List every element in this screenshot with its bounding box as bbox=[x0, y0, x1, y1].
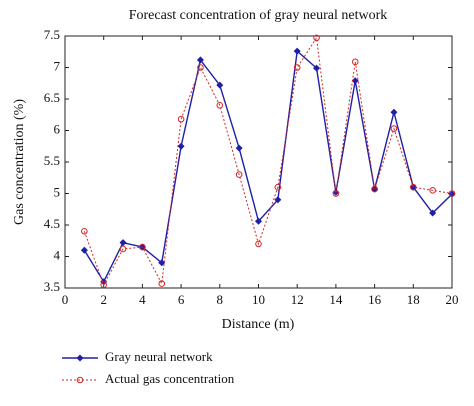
x-tick-label: 10 bbox=[252, 292, 265, 307]
y-tick-label: 4 bbox=[54, 247, 61, 262]
data-point bbox=[197, 64, 204, 71]
data-point bbox=[177, 115, 185, 123]
data-point bbox=[293, 64, 301, 71]
data-point bbox=[351, 58, 359, 66]
y-tick-label: 6 bbox=[54, 121, 61, 136]
data-point bbox=[119, 239, 127, 247]
data-point bbox=[448, 190, 456, 197]
data-point bbox=[371, 185, 378, 193]
data-point bbox=[177, 142, 185, 150]
data-point bbox=[293, 47, 301, 55]
data-point bbox=[158, 280, 166, 287]
data-point bbox=[410, 183, 417, 191]
data-point bbox=[390, 108, 398, 116]
data-point bbox=[274, 183, 282, 191]
data-point bbox=[216, 81, 224, 89]
y-tick-label: 3.5 bbox=[44, 279, 60, 294]
series-line bbox=[83, 49, 453, 284]
data-point bbox=[80, 246, 88, 254]
y-tick-label: 7.5 bbox=[44, 27, 60, 42]
chart-title: Forecast concentration of gray neural ne… bbox=[129, 8, 388, 23]
data-point bbox=[313, 64, 321, 72]
x-tick-label: 12 bbox=[291, 292, 304, 307]
x-tick-label: 8 bbox=[217, 292, 224, 307]
data-point bbox=[390, 125, 398, 132]
y-tick-label: 6.5 bbox=[44, 90, 60, 105]
x-tick-label: 18 bbox=[407, 292, 420, 307]
data-point bbox=[100, 281, 107, 289]
data-point bbox=[274, 196, 282, 204]
x-tick-label: 4 bbox=[139, 292, 146, 307]
x-axis-label: Distance (m) bbox=[222, 317, 295, 332]
x-tick-label: 0 bbox=[62, 292, 69, 307]
data-point bbox=[158, 259, 166, 267]
legend-marker bbox=[76, 376, 84, 384]
y-tick-label: 7 bbox=[54, 58, 61, 73]
data-point bbox=[313, 34, 320, 42]
y-axis-label: Gas concentration (%) bbox=[12, 99, 27, 225]
x-tick-label: 16 bbox=[368, 292, 382, 307]
y-tick-label: 4.5 bbox=[44, 216, 60, 231]
data-point bbox=[119, 245, 127, 253]
data-point bbox=[216, 102, 224, 109]
data-point bbox=[429, 209, 437, 217]
plot-frame bbox=[64, 35, 453, 289]
data-point bbox=[254, 217, 263, 225]
data-point bbox=[139, 243, 146, 251]
data-point bbox=[351, 77, 359, 85]
series-line bbox=[83, 36, 453, 287]
data-point bbox=[235, 171, 243, 178]
x-tick-label: 6 bbox=[178, 292, 185, 307]
y-tick-label: 5.5 bbox=[44, 153, 60, 168]
x-tick-label: 20 bbox=[446, 292, 459, 307]
y-tick-label: 5 bbox=[54, 184, 61, 199]
legend-label: Gray neural network bbox=[105, 349, 213, 364]
data-point bbox=[255, 240, 262, 248]
data-point bbox=[235, 144, 243, 152]
data-point bbox=[429, 187, 436, 194]
data-point bbox=[196, 56, 204, 64]
data-point bbox=[332, 190, 340, 197]
x-tick-label: 14 bbox=[329, 292, 343, 307]
data-point bbox=[81, 228, 88, 235]
legend-marker bbox=[76, 354, 84, 362]
x-tick-label: 2 bbox=[100, 292, 107, 307]
legend-label: Actual gas concentration bbox=[105, 371, 235, 386]
